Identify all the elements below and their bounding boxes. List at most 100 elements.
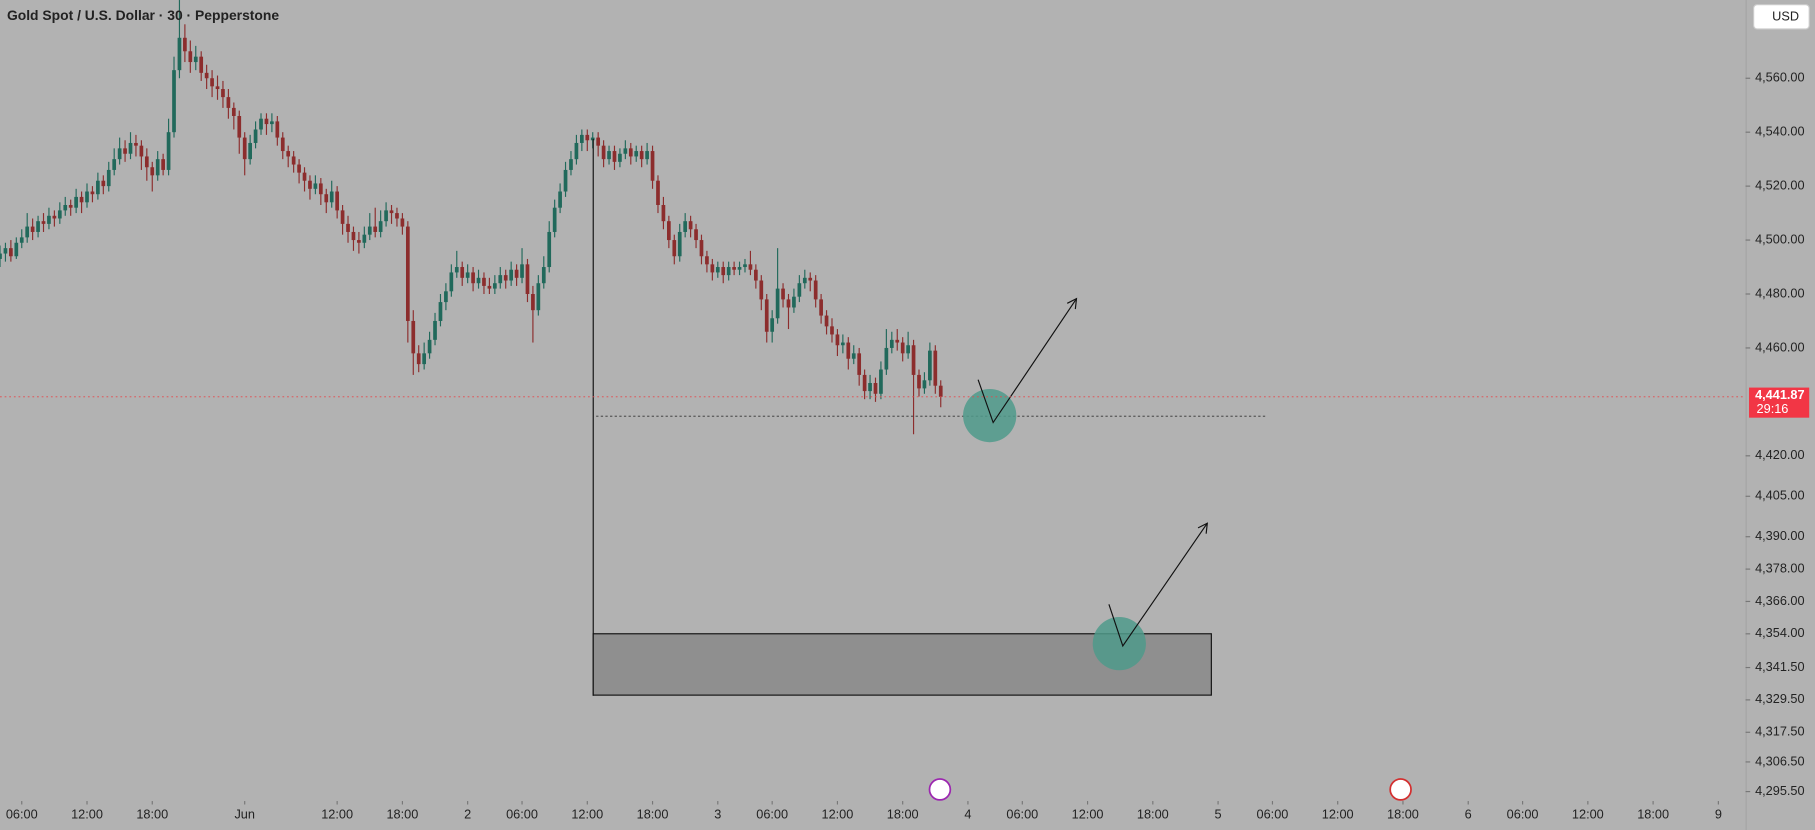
- candle-body: [775, 288, 780, 319]
- candle-body: [161, 159, 165, 170]
- candle-body: [297, 164, 301, 173]
- arrow: [977, 298, 1077, 424]
- candle-body: [574, 142, 579, 160]
- y-tick-label: 4,480.00: [1755, 285, 1805, 300]
- x-tick-label: 06:00: [756, 806, 788, 821]
- candle-body: [623, 148, 628, 154]
- candle-body: [172, 70, 176, 133]
- candle-body: [563, 169, 568, 192]
- candle-body: [351, 231, 356, 241]
- event-icon[interactable]: [1389, 778, 1412, 801]
- candle-body: [400, 218, 405, 227]
- event-icon[interactable]: [928, 778, 952, 801]
- candle-body: [85, 191, 89, 203]
- candle-body: [683, 221, 688, 232]
- candle-body: [536, 283, 541, 311]
- candle-body: [786, 299, 791, 308]
- x-tick-label: 18:00: [1637, 806, 1669, 821]
- currency-label[interactable]: USD: [1772, 9, 1799, 24]
- candle-body: [362, 234, 367, 243]
- candle-body: [743, 264, 747, 268]
- candle-body: [715, 267, 720, 273]
- candle-body: [514, 269, 519, 278]
- y-tick-label: 4,560.00: [1755, 70, 1805, 85]
- candle-body: [748, 264, 753, 270]
- x-tick-label: 12:00: [1072, 806, 1104, 821]
- candle-body: [732, 267, 736, 270]
- candle-body: [101, 180, 106, 187]
- currency-button[interactable]: [1753, 4, 1810, 30]
- candle-body: [193, 56, 198, 63]
- candle-body: [150, 167, 155, 176]
- candle-body: [476, 277, 481, 284]
- candles: [0, 0, 943, 435]
- candle-body: [922, 380, 927, 389]
- x-tick-label: 06:00: [1507, 806, 1539, 821]
- candle-body: [721, 267, 726, 276]
- candle-body: [144, 156, 149, 168]
- candle-body: [813, 280, 818, 300]
- candle-body: [492, 283, 497, 289]
- candle-body: [378, 221, 383, 232]
- x-tick-label: Jun: [234, 806, 255, 821]
- candle-body: [30, 226, 35, 232]
- x-tick-label: 18:00: [136, 806, 168, 821]
- candle-body: [79, 196, 84, 203]
- candle-body: [231, 107, 236, 116]
- candle-body: [166, 132, 171, 170]
- candle-body: [928, 350, 932, 381]
- candle-body: [656, 180, 660, 205]
- x-tick-label: 5: [1215, 806, 1222, 821]
- y-tick-label: 4,354.00: [1755, 625, 1805, 640]
- candle-body: [737, 267, 742, 270]
- candle-body: [313, 183, 318, 189]
- candle-body: [444, 291, 448, 303]
- candle-body: [802, 277, 807, 284]
- candle-body: [112, 159, 117, 170]
- candle-body: [541, 267, 546, 284]
- candle-body: [857, 353, 862, 375]
- candle-body: [19, 237, 24, 243]
- candle-body: [329, 191, 334, 203]
- x-tick-label: 18:00: [1387, 806, 1419, 821]
- candle-body: [824, 315, 829, 327]
- candle-body: [645, 151, 649, 160]
- y-tick-label: 4,341.50: [1755, 659, 1805, 674]
- candle-body: [340, 210, 345, 224]
- candle-body: [302, 172, 307, 181]
- candle-body: [933, 350, 938, 386]
- candle-body: [259, 118, 263, 130]
- x-tick-label: 06:00: [506, 806, 538, 821]
- candle-body: [210, 78, 214, 87]
- y-tick-label: 4,420.00: [1755, 447, 1805, 462]
- candle-body: [373, 226, 378, 232]
- candle-body: [139, 145, 144, 157]
- candle-body: [889, 339, 894, 348]
- last-price-label: 4,441.87: [1755, 387, 1805, 402]
- candle-body: [694, 229, 698, 241]
- highlight-circle: [963, 388, 1017, 443]
- arrow: [1108, 522, 1208, 648]
- candle-body: [906, 345, 910, 354]
- candle-body: [357, 240, 361, 243]
- candle-body: [509, 269, 514, 281]
- candle-body: [781, 288, 785, 300]
- candle-body: [68, 204, 73, 208]
- candle-body: [465, 272, 470, 278]
- x-tick-label: 06:00: [1257, 806, 1289, 821]
- countdown: 29:16: [1757, 401, 1789, 416]
- candle-body: [188, 51, 193, 63]
- candle-body: [389, 210, 394, 214]
- candle-body: [498, 275, 503, 284]
- candle-body: [835, 334, 840, 346]
- last-price-tag: [1749, 387, 1810, 418]
- candle-body: [275, 121, 280, 138]
- candle-body: [895, 339, 900, 343]
- candle-body: [9, 248, 13, 257]
- candle-body: [868, 383, 872, 392]
- candle-body: [422, 353, 427, 365]
- candle-body: [226, 97, 231, 108]
- candle-body: [433, 320, 437, 340]
